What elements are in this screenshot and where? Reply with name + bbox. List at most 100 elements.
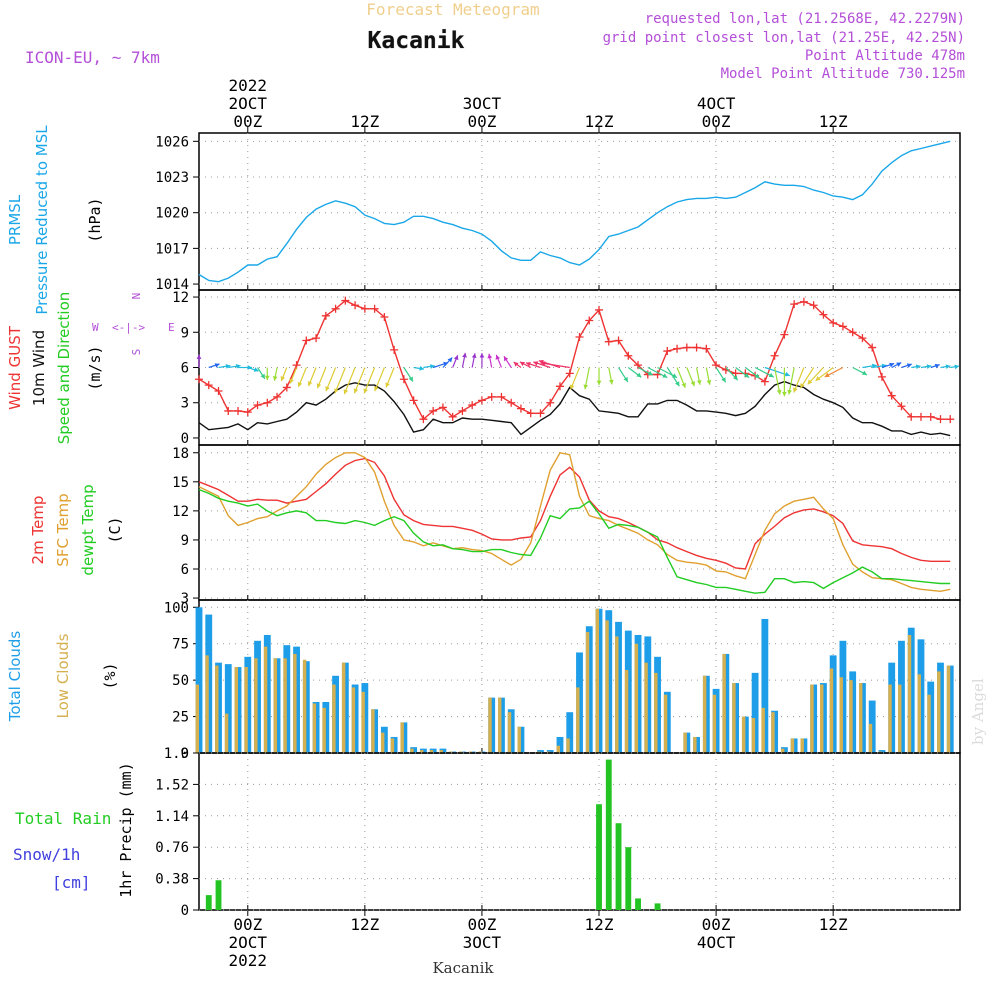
wind-arrow-head [408, 376, 413, 382]
y-tick-label: 0 [181, 746, 189, 762]
bar-low-clouds [410, 748, 414, 753]
wind-arrow-head [235, 363, 241, 369]
bar-low-clouds [907, 634, 912, 753]
bar-low-clouds [439, 750, 443, 753]
bar-low-clouds [429, 750, 434, 753]
gust-point [731, 369, 740, 378]
y-tick-label: 1026 [155, 134, 189, 150]
bar-low-clouds [663, 694, 668, 753]
gust-point [263, 398, 272, 407]
bar-low-clouds [351, 687, 356, 753]
y-tick-label: 25 [172, 710, 189, 726]
panel-label: PRMSL [6, 194, 24, 245]
bar-low-clouds [244, 667, 248, 753]
bar-low-clouds [224, 713, 229, 753]
bar-total-clouds [566, 712, 574, 753]
y-tick-label: 9 [181, 533, 189, 549]
gust-point [536, 409, 545, 418]
bar-low-clouds [341, 662, 346, 753]
gust-point [390, 345, 399, 354]
gust-point [624, 351, 633, 360]
wind-arrow-head [636, 372, 642, 378]
bar-low-clouds [517, 726, 521, 753]
bar-low-clouds [868, 723, 873, 753]
bar-low-clouds [771, 712, 775, 753]
top-date-label: 3OCT [463, 94, 502, 113]
top-year-label: 2022 [229, 76, 268, 95]
y-tick-label: 1.14 [155, 809, 189, 825]
gust-point [516, 404, 525, 413]
gust-point [214, 386, 223, 395]
top-hour-label: 00Z [233, 112, 262, 131]
wind-arrow-head [896, 362, 902, 367]
y-tick-label: 12 [172, 504, 189, 520]
gust-point [253, 401, 262, 410]
bar-low-clouds [722, 653, 726, 753]
gust-point [331, 304, 340, 313]
point-altitude: Point Altitude 478m [805, 48, 965, 64]
wind-arrow-head [447, 357, 453, 363]
bottom-hour-label: 00Z [702, 915, 731, 934]
wind-arrow-head [374, 386, 379, 392]
y-tick-label: 1020 [155, 206, 189, 222]
bar-low-clouds [849, 680, 853, 753]
wind-arrow-head [419, 366, 424, 371]
top-hour-label: 12Z [819, 112, 848, 131]
bar-total-clouds [351, 684, 359, 753]
bar-low-clouds [741, 716, 746, 753]
gust-point [819, 310, 828, 319]
y-tick-label: 0 [181, 431, 189, 447]
bar-low-clouds [810, 684, 814, 753]
gust-point [663, 347, 672, 356]
gust-point [673, 344, 682, 353]
bar-low-clouds [693, 736, 697, 753]
wind-arrow-head [272, 376, 278, 381]
gust-point [409, 396, 418, 405]
wind-arrow-head [343, 389, 349, 395]
wind-arrow-head [334, 388, 339, 394]
wind-arrow [343, 367, 356, 395]
panel-label: Snow/1h [13, 845, 80, 864]
wind-arrow-head [623, 376, 628, 382]
top-date-label: 2OCT [229, 94, 268, 113]
wind-arrow-head [706, 380, 712, 385]
bar-low-clouds [615, 636, 619, 753]
bar-total-clouds [195, 607, 203, 753]
wind-arrow-head [533, 361, 539, 366]
wind-arrow-head [495, 354, 501, 360]
gust-point [614, 336, 623, 345]
bar-total-clouds [556, 736, 564, 753]
bar-low-clouds [283, 658, 287, 753]
y-tick-label: 12 [172, 290, 189, 306]
bar-rain [205, 895, 212, 910]
series-line-10m-wind [198, 380, 951, 437]
gust-point [312, 334, 321, 343]
gust-point [273, 392, 282, 401]
y-tick-label: 15 [172, 475, 189, 491]
bottom-date-label: 2OCT [229, 933, 268, 952]
bar-low-clouds [380, 732, 385, 753]
gust-point [809, 301, 818, 310]
bar-rain [605, 759, 612, 910]
bottom-hour-label: 12Z [585, 915, 614, 934]
gust-point [282, 383, 291, 392]
wind-arrow-head [307, 381, 313, 387]
wind-arrow-head [861, 370, 867, 375]
bar-low-clouds [712, 694, 717, 753]
compass-west: W [92, 321, 99, 334]
bar-low-clouds [498, 697, 502, 753]
y-tick-label: 1017 [155, 241, 189, 257]
bar-total-clouds [488, 697, 496, 753]
wind-arrow-head [297, 382, 303, 387]
wind-arrow-head [596, 380, 602, 386]
panel-3: 3 6 9 12 15 18 (C) 2m Temp SFC Temp dewpt Temp [29, 444, 961, 607]
bar-low-clouds [732, 683, 736, 753]
bar-low-clouds [898, 684, 902, 753]
wind-arrow-head [353, 388, 359, 394]
bar-low-clouds [312, 703, 317, 753]
wind-arrow-head [647, 370, 653, 376]
bar-low-clouds [585, 632, 590, 753]
gust-point [887, 391, 896, 400]
bar-low-clouds [576, 687, 580, 753]
